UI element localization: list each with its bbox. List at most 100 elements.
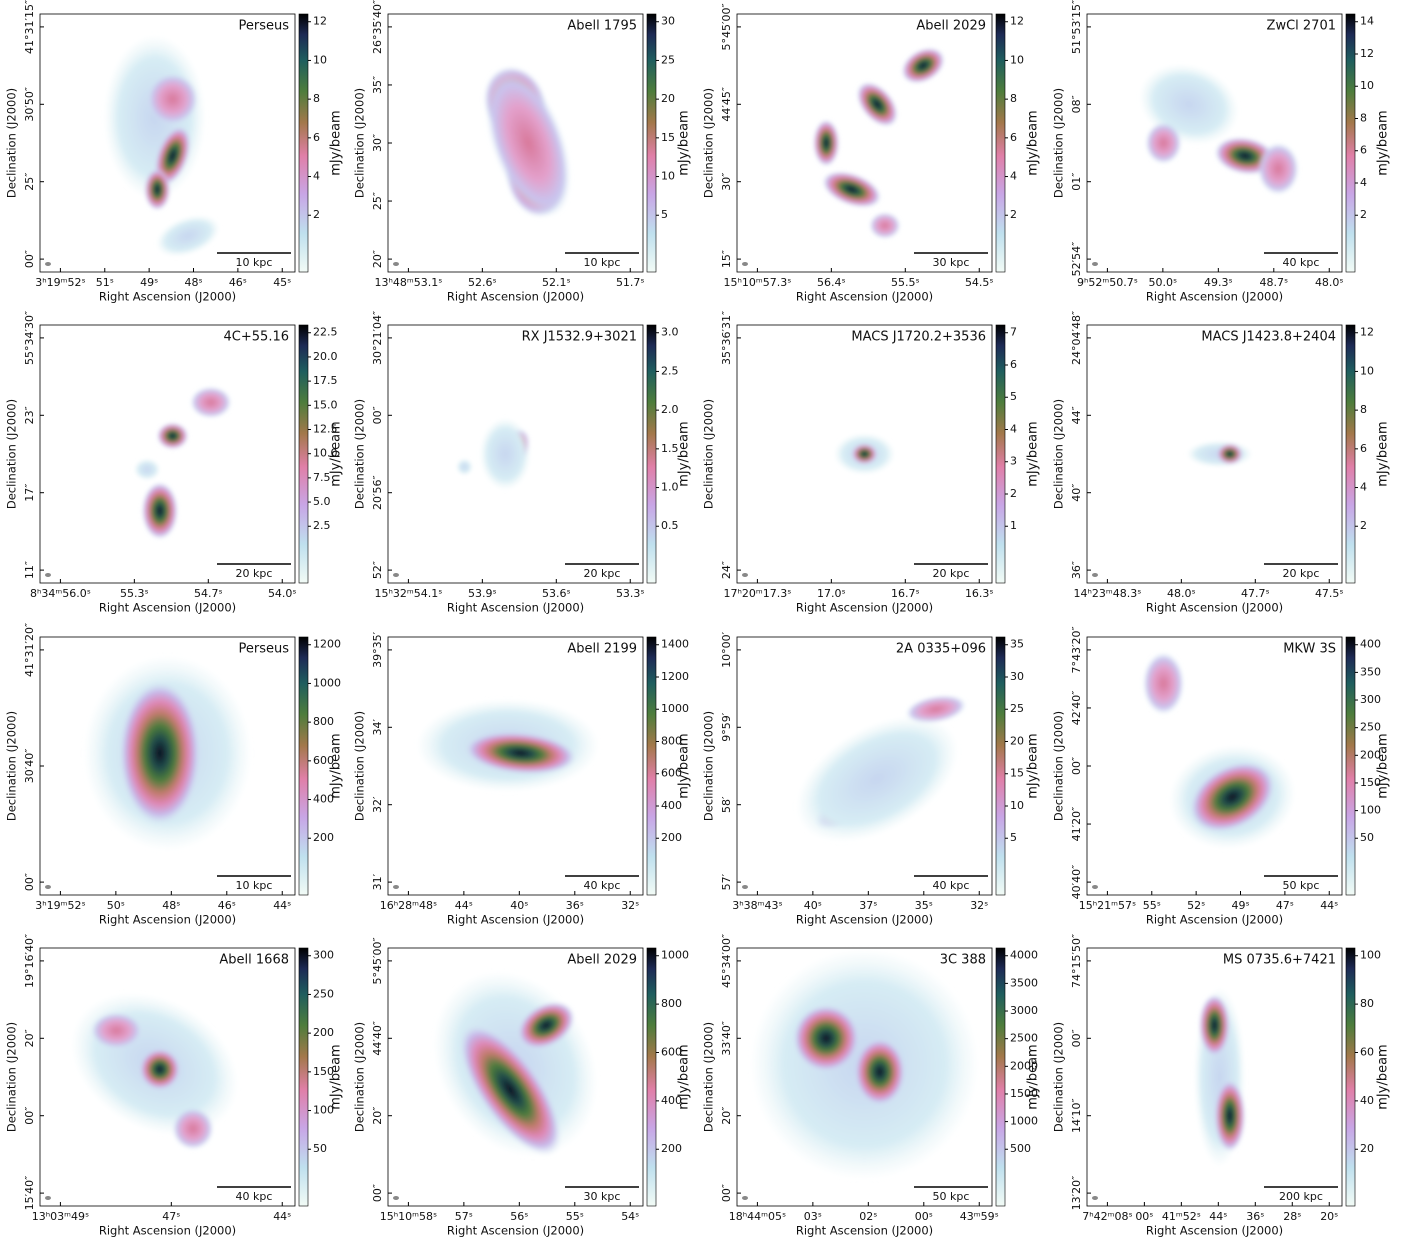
colorbar-label: 150 (1360, 776, 1381, 789)
colorbar-label: 6 (1360, 442, 1367, 455)
panel-title: ZwCl 2701 (1267, 19, 1336, 34)
y-tick-label: 39°35′ (371, 631, 384, 667)
colorbar-label: 1 (1010, 519, 1017, 532)
y-tick-label: 30″ (720, 173, 733, 191)
image-frame (736, 947, 993, 1207)
beam (393, 573, 399, 577)
colorbar-label: 1000 (661, 702, 689, 715)
x-tick-label: 13ʰ03ᵐ49ˢ (32, 1210, 89, 1223)
y-tick-label: 00″ (720, 1184, 733, 1202)
colorbar-label: 50 (1360, 831, 1374, 844)
y-axis-label: Declination (J2000) (1052, 711, 1066, 821)
y-tick-label: 44′45″ (720, 87, 733, 122)
colorbar-label: 8 (1360, 403, 1367, 416)
x-tick-label: 16.3ˢ (965, 587, 994, 600)
colorbar-label: 50 (313, 1142, 327, 1155)
x-tick-label: 49ˢ (140, 276, 158, 289)
x-tick-label: 17.0ˢ (817, 587, 846, 600)
x-tick-label: 53.3ˢ (616, 587, 645, 600)
x-axis-label: Right Ascension (J2000) (796, 913, 933, 927)
colorbar-unit: mJy/beam (1376, 733, 1391, 798)
panel: Abell 2029 30 kpc 15ʰ10ᵐ58ˢ 57ˢ 56ˢ 55ˢ 54ˢ 5°4… (353, 937, 692, 1237)
panel-title: RX J1532.9+3021 (522, 330, 637, 345)
emission-blob (147, 73, 199, 125)
x-tick-label: 53.9ˢ (468, 587, 497, 600)
colorbar-label: 250 (313, 987, 334, 1000)
y-axis-label: Declination (J2000) (702, 1022, 716, 1132)
image-background (1087, 14, 1342, 272)
y-tick-label: 24″ (720, 561, 733, 579)
colorbar-label: 100 (313, 1104, 334, 1117)
beam (1092, 885, 1098, 889)
y-axis-label: Declination (J2000) (1052, 1022, 1066, 1132)
y-tick-label: 42′40″ (1070, 691, 1083, 726)
radio-image (1086, 13, 1343, 273)
panel: 2A 0335+096 40 kpc 3ʰ38ᵐ43ˢ 40ˢ 37ˢ 35ˢ 32ˢ 10°… (702, 631, 1041, 926)
image-background (737, 14, 992, 272)
image-frame (736, 13, 993, 273)
colorbar-label: 17.5 (313, 374, 338, 387)
emission-blob (154, 126, 191, 186)
colorbar-label: 3.0 (661, 326, 679, 339)
panel-title: Abell 2029 (567, 953, 637, 968)
emission (813, 47, 945, 239)
panel: ZwCl 2701 40 kpc 9ʰ52ᵐ50.7ˢ 50.0ˢ 49.3ˢ 48.7ˢ… (1052, 0, 1391, 304)
scale-label: 20 kpc (933, 567, 970, 580)
y-tick-label: 57′ (720, 873, 733, 890)
emission-blob (795, 715, 959, 843)
colorbar-label: 10 (1010, 799, 1024, 812)
colorbar-label: 250 (1360, 721, 1381, 734)
y-axis-label: Declination (J2000) (5, 88, 19, 198)
y-axis-label: Declination (J2000) (353, 1022, 367, 1132)
colorbar-label: 10 (1360, 364, 1374, 377)
x-tick-label: 49.3ˢ (1204, 276, 1233, 289)
x-axis-label: Right Ascension (J2000) (1146, 1224, 1283, 1238)
colorbar-unit: mJy/beam (677, 733, 692, 798)
emission (134, 386, 232, 540)
y-tick-label: 5°45′00″ (371, 937, 384, 984)
panel-title: 4C+55.16 (224, 330, 289, 345)
colorbar (1345, 947, 1356, 1207)
x-tick-label: 56.4ˢ (817, 276, 846, 289)
x-tick-label: 9ʰ52ᵐ50.7ˢ (1077, 276, 1138, 289)
y-tick-label: 00″ (23, 873, 36, 891)
beam (45, 262, 51, 266)
colorbar (1345, 636, 1356, 896)
colorbar-unit: mJy/beam (329, 421, 344, 486)
colorbar-label: 20.0 (313, 350, 338, 363)
x-axis-label: Right Ascension (J2000) (447, 290, 584, 304)
colorbar-label: 600 (661, 767, 682, 780)
beam (742, 262, 748, 266)
colorbar-label: 400 (661, 1094, 682, 1107)
colorbar (298, 13, 309, 273)
colorbar (995, 636, 1006, 896)
y-tick-label: 35°36′31″ (720, 311, 733, 365)
colorbar-label: 25 (1010, 702, 1024, 715)
x-tick-label: 32ˢ (621, 899, 639, 912)
radio-image (1086, 947, 1343, 1207)
x-tick-label: 3ʰ38ᵐ43ˢ (732, 899, 782, 912)
image-frame (1086, 947, 1343, 1207)
emission-blob (485, 69, 571, 217)
colorbar-label: 2000 (1010, 1059, 1038, 1072)
colorbar-label: 2 (1360, 208, 1367, 221)
x-tick-label: 47.5ˢ (1315, 587, 1344, 600)
image-frame (736, 636, 993, 896)
x-tick-label: 36ˢ (1246, 1210, 1264, 1223)
panel: MS 0735.6+7421 200 kpc 7ʰ42ᵐ08ˢ 00ˢ 41ᵐ52ˢ 44… (1052, 934, 1391, 1238)
emission (1186, 441, 1253, 467)
panel: Perseus 10 kpc 3ʰ19ᵐ52ˢ 50ˢ 48ˢ 46ˢ 44ˢ 41°31′2… (5, 623, 344, 927)
x-tick-label: 48.0ˢ (1315, 276, 1344, 289)
x-tick-label: 3ʰ19ᵐ52ˢ (35, 276, 85, 289)
radio-image (736, 13, 993, 273)
y-tick-label: 00″ (23, 250, 36, 268)
y-tick-label: 34′ (371, 719, 384, 736)
colorbar-label: 6 (1360, 144, 1367, 157)
y-axis-label: Declination (J2000) (702, 399, 716, 509)
y-tick-label: 52″ (371, 561, 384, 579)
y-axis-label: Declination (J2000) (353, 399, 367, 509)
y-tick-label: 7°43′20″ (1070, 626, 1083, 673)
panel-title: Abell 2199 (567, 642, 637, 657)
colorbar-unit: mJy/beam (329, 110, 344, 175)
